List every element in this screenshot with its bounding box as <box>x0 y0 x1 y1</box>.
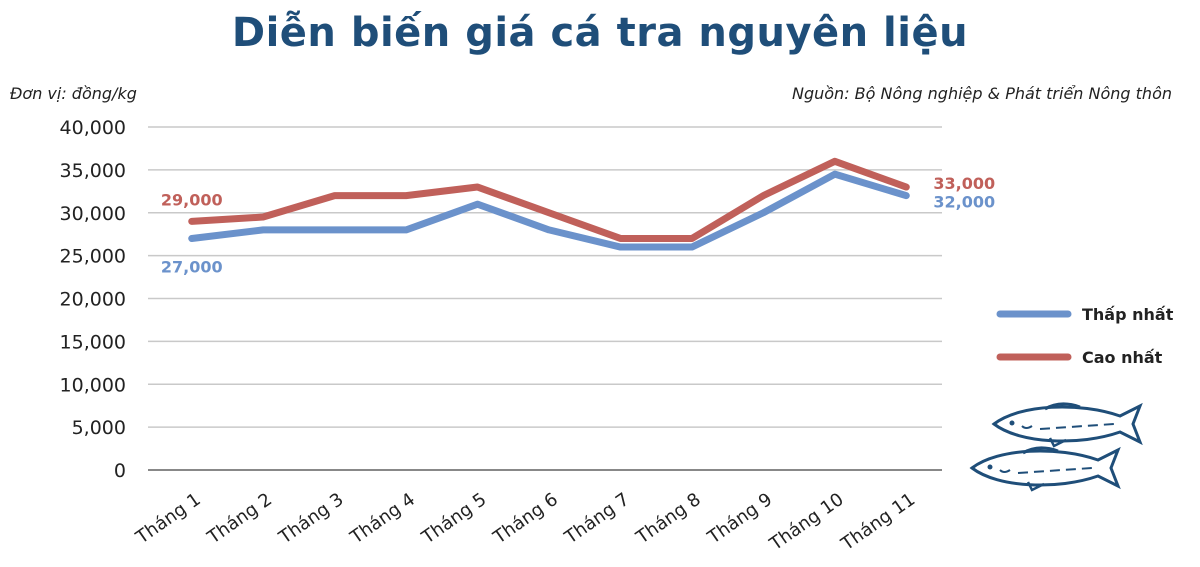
y-tick-label: 35,000 <box>60 160 126 182</box>
x-tick-label: Tháng 3 <box>274 489 347 549</box>
x-tick-label: Tháng 6 <box>489 489 562 549</box>
x-tick-label: Tháng 9 <box>703 489 776 549</box>
x-axis-ticks: Tháng 1 Tháng 2 Tháng 3 Tháng 4 Tháng 5 Tháng… <box>132 489 920 555</box>
chart-title: Diễn biến giá cá tra nguyên liệu <box>231 10 969 56</box>
legend: Thấp nhất Cao nhất <box>996 305 1174 367</box>
data-label: 33,000 <box>933 174 995 193</box>
legend-label: Thấp nhất <box>1082 305 1174 324</box>
data-label: 27,000 <box>161 257 223 276</box>
data-label: 32,000 <box>933 193 995 212</box>
x-tick-label: Tháng 2 <box>203 489 276 549</box>
data-label: 29,000 <box>161 190 223 209</box>
y-tick-label: 0 <box>114 460 126 482</box>
series-lines <box>188 157 910 251</box>
x-tick-label: Tháng 5 <box>417 489 490 549</box>
x-tick-label: Tháng 7 <box>560 489 633 549</box>
y-tick-label: 5,000 <box>72 417 126 439</box>
y-tick-label: 15,000 <box>60 331 126 353</box>
series-line-cao-nhất <box>188 157 910 242</box>
x-tick-label: Tháng 10 <box>765 489 847 555</box>
y-tick-label: 30,000 <box>60 203 126 225</box>
y-tick-label: 20,000 <box>60 289 126 311</box>
y-tick-label: 40,000 <box>60 117 126 139</box>
x-tick-label: Tháng 1 <box>132 489 205 549</box>
x-tick-label: Tháng 11 <box>837 489 919 555</box>
fish-icon <box>969 446 1121 492</box>
x-tick-label: Tháng 4 <box>346 489 419 549</box>
y-axis-ticks: 0 5,000 10,000 15,000 20,000 25,000 30,000 35,0… <box>60 117 126 482</box>
y-tick-label: 25,000 <box>60 246 126 268</box>
fish-icon <box>991 402 1143 448</box>
series-line-thấp-nhất <box>188 170 910 251</box>
source-label: Nguồn: Bộ Nông nghiệp & Phát triển Nông … <box>792 84 1172 103</box>
y-tick-label: 10,000 <box>60 374 126 396</box>
unit-label: Đơn vị: đồng/kg <box>10 84 137 103</box>
legend-label: Cao nhất <box>1082 348 1163 367</box>
x-tick-label: Tháng 8 <box>632 489 705 549</box>
